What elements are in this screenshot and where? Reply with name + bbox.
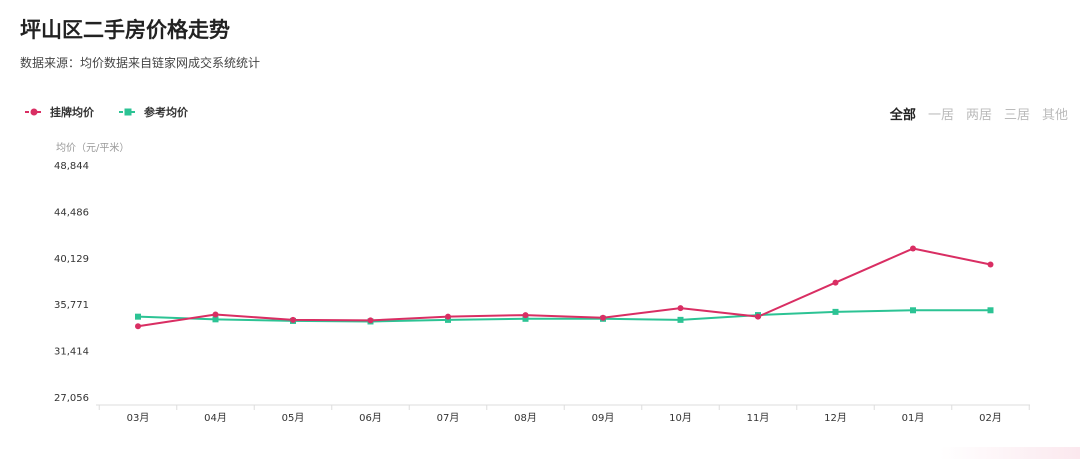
chart-title: 坪山区二手房价格走势 [20, 18, 230, 42]
legend-item-reference[interactable]: 参考均价 [118, 104, 188, 120]
x-tick-label: 08月 [514, 412, 537, 424]
data-point-listing[interactable] [600, 314, 606, 321]
y-tick-label: 35,771 [54, 300, 89, 311]
x-tick-label: 04月 [204, 412, 227, 424]
data-point-reference[interactable] [522, 315, 529, 322]
legend-label-listing: 挂牌均价 [50, 106, 94, 119]
data-point-reference[interactable] [135, 313, 141, 320]
data-point-listing[interactable] [677, 305, 684, 312]
data-point-reference[interactable] [677, 316, 684, 323]
legend-label-reference: 参考均价 [144, 106, 188, 119]
data-point-listing[interactable] [367, 317, 374, 324]
data-point-listing[interactable] [445, 313, 451, 320]
x-tick-label: 12月 [824, 412, 847, 424]
y-tick-label: 48,844 [54, 161, 89, 172]
data-point-reference[interactable] [445, 316, 451, 323]
y-axis-label: 均价（元/平米） [56, 141, 129, 154]
y-tick-label: 27,056 [54, 393, 89, 404]
data-point-listing[interactable] [135, 323, 141, 330]
x-tick-label: 02月 [979, 412, 1002, 424]
x-tick-label: 09月 [592, 412, 615, 424]
legend-marker-reference-icon [119, 108, 137, 116]
data-source-note: 数据来源：均价数据来自链家网成交系统统计 [20, 56, 261, 70]
decorative-corner-gradient [940, 447, 1080, 459]
chart-legend: 挂牌均价 参考均价 [24, 104, 188, 120]
data-point-reference[interactable] [832, 308, 839, 315]
y-tick-label: 44,486 [54, 207, 89, 218]
data-point-listing[interactable] [755, 313, 761, 320]
series-line-reference [137, 309, 991, 323]
room-type-filter: 全部 一居 两居 三居 其他 [890, 104, 1068, 123]
filter-all[interactable]: 全部 [889, 108, 916, 123]
legend-item-listing[interactable]: 挂牌均价 [24, 104, 94, 120]
filter-three-room[interactable]: 三居 [1003, 108, 1030, 123]
y-tick-label: 31,414 [54, 347, 89, 358]
data-point-listing[interactable] [987, 261, 994, 268]
y-tick-label: 40,129 [54, 254, 89, 265]
x-tick-label: 03月 [127, 412, 150, 424]
filter-other[interactable]: 其他 [1041, 108, 1068, 123]
x-tick-label: 01月 [902, 412, 925, 424]
data-point-listing[interactable] [212, 311, 219, 318]
x-tick-label: 07月 [437, 412, 460, 424]
series-line-listing [137, 247, 991, 328]
data-point-reference[interactable] [910, 307, 916, 314]
data-point-reference[interactable] [987, 307, 994, 314]
x-tick-label: 11月 [747, 412, 770, 424]
filter-one-room[interactable]: 一居 [927, 108, 954, 123]
data-point-listing[interactable] [910, 245, 916, 252]
data-point-listing[interactable] [290, 316, 296, 323]
filter-two-room[interactable]: 两居 [965, 108, 992, 123]
legend-marker-listing-icon [25, 108, 43, 116]
x-tick-label: 06月 [359, 412, 382, 424]
data-point-listing[interactable] [832, 279, 839, 286]
data-point-listing[interactable] [522, 312, 529, 319]
x-tick-label: 05月 [282, 412, 305, 424]
data-point-reference[interactable] [212, 316, 219, 323]
x-tick-label: 10月 [669, 412, 692, 424]
